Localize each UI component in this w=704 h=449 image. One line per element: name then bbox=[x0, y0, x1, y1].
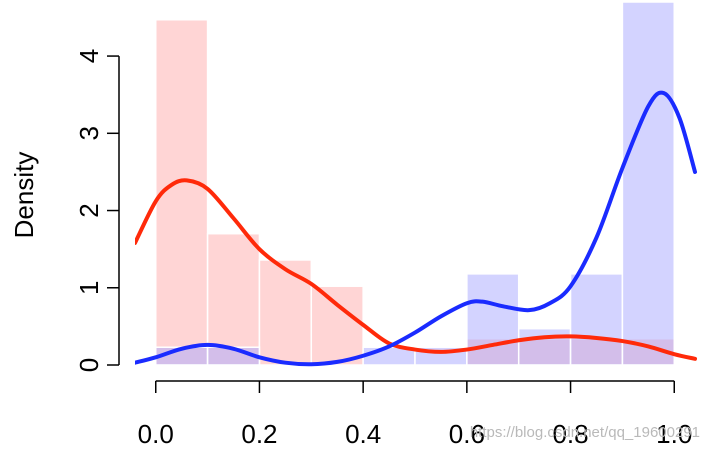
y-tick-label: 3 bbox=[74, 126, 104, 140]
x-tick-label: 0.0 bbox=[138, 419, 174, 449]
x-tick-label: 1.0 bbox=[656, 419, 692, 449]
blue-histogram-bars bbox=[154, 1, 676, 366]
blue-histogram-bar bbox=[621, 1, 676, 366]
y-tick-label: 4 bbox=[74, 49, 104, 63]
y-tick-label: 1 bbox=[74, 281, 104, 295]
blue-density-line bbox=[135, 90, 697, 367]
y-tick-label: 0 bbox=[74, 358, 104, 372]
watermark-text: https://blog.csdn.net/qq_19600291 bbox=[470, 424, 700, 441]
red-density-line bbox=[135, 178, 697, 361]
blue-histogram-bar bbox=[466, 273, 520, 366]
x-tick-label: 0.8 bbox=[552, 419, 588, 449]
red-histogram-bar bbox=[206, 232, 261, 366]
blue-histogram-bar bbox=[517, 327, 572, 366]
density-curves bbox=[135, 90, 697, 367]
x-tick-label: 0.6 bbox=[449, 419, 485, 449]
x-axis: 0.0 0.2 0.4 0.6 0.8 1.0 bbox=[138, 380, 692, 449]
blue-histogram-bar bbox=[569, 273, 624, 366]
y-tick-label: 2 bbox=[74, 203, 104, 217]
y-axis-title: Density bbox=[9, 152, 39, 239]
x-tick-label: 0.2 bbox=[241, 419, 277, 449]
y-axis: 0 1 2 3 4 bbox=[74, 49, 120, 372]
red-histogram-bar bbox=[310, 285, 364, 366]
red-histogram-bar bbox=[258, 259, 313, 366]
x-tick-label: 0.4 bbox=[345, 419, 381, 449]
